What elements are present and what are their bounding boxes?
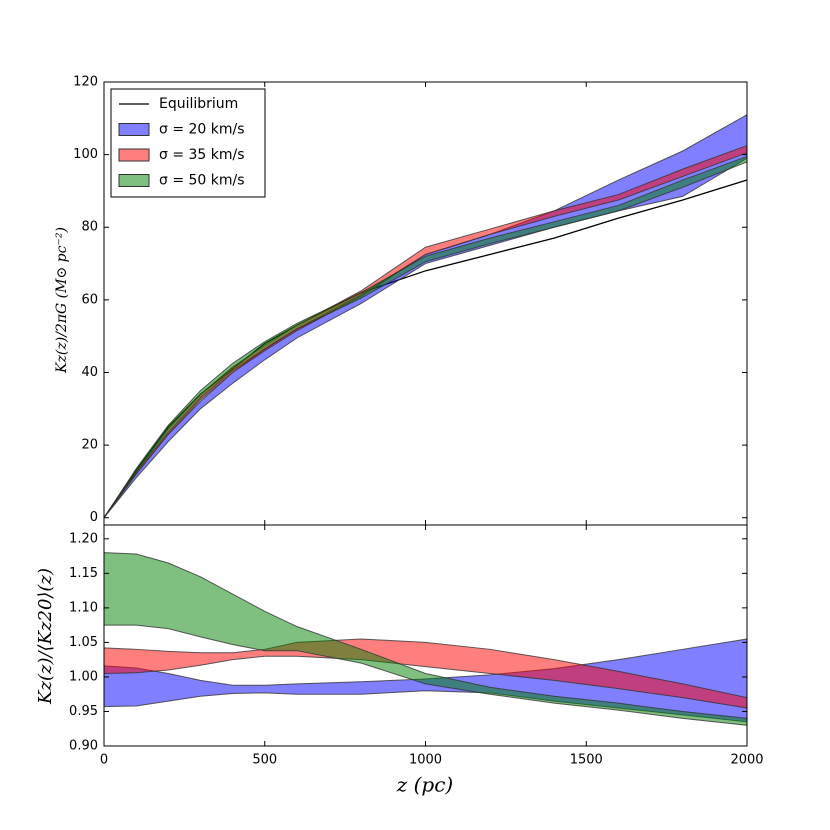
legend-swatch: [118, 148, 150, 162]
y-tick-label: 120: [73, 75, 98, 90]
legend-label: σ = 50 km/s: [159, 173, 245, 189]
y-tick-label: 1.20: [69, 531, 98, 546]
y-tick-label: 1.15: [69, 566, 98, 581]
legend-swatch: [118, 174, 150, 187]
y-axis-label: Kz(z)/⟨Kz20⟩(z): [35, 568, 56, 705]
y-tick-label: 20: [81, 438, 98, 453]
y-axis-label: Kz(z)/2πG (M⊙ pc⁻²): [54, 227, 70, 374]
y-tick-label: 1.05: [69, 635, 98, 650]
y-tick-label: 1.10: [69, 600, 98, 615]
x-tick-label: 500: [252, 753, 277, 768]
y-tick-label: 100: [73, 147, 98, 162]
y-tick-label: 80: [81, 220, 98, 235]
x-tick-label: 0: [100, 753, 108, 768]
y-tick-label: 60: [81, 292, 98, 307]
band: [103, 155, 748, 519]
x-tick-label: 1000: [409, 753, 442, 768]
line: [103, 179, 748, 519]
y-tick-label: 0.90: [69, 739, 98, 754]
legend-label: Equilibrium: [159, 96, 238, 112]
y-tick-label: 40: [81, 365, 98, 380]
legend-swatch: [118, 123, 150, 136]
legend-label: σ = 20 km/s: [159, 122, 245, 138]
x-axis-label: z (pc): [396, 773, 454, 797]
legend-label: σ = 35 km/s: [159, 147, 245, 163]
x-tick-label: 1500: [570, 753, 603, 768]
x-tick-label: 2000: [730, 753, 763, 768]
y-tick-label: 0.95: [69, 704, 98, 719]
y-tick-label: 1.00: [69, 669, 98, 684]
y-tick-label: 0: [90, 510, 98, 525]
